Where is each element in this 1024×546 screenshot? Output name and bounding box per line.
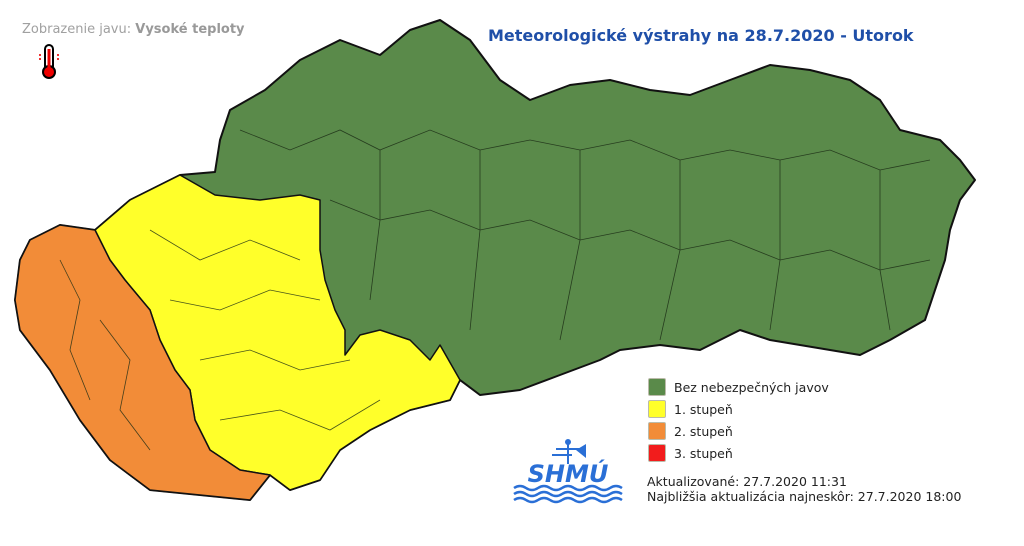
shmu-logo: SHMÚ xyxy=(513,439,623,504)
legend-label: Bez nebezpečných javov xyxy=(674,379,829,395)
updated-time: Aktualizované: 27.7.2020 11:31 xyxy=(647,474,847,489)
legend: Bez nebezpečných javov 1. stupeň 2. stup… xyxy=(648,376,829,464)
region-orange[interactable] xyxy=(14,224,271,501)
caption-phenomenon: Vysoké teploty xyxy=(135,22,245,37)
legend-label: 3. stupeň xyxy=(674,445,733,461)
update-info: Aktualizované: 27.7.2020 11:31 Najbližši… xyxy=(647,474,961,504)
legend-label: 1. stupeň xyxy=(674,401,733,417)
phenomenon-caption: Zobrazenie javu: Vysoké teploty xyxy=(22,22,245,37)
legend-item: 1. stupeň xyxy=(648,398,829,420)
legend-item: Bez nebezpečných javov xyxy=(648,376,829,398)
legend-item: 3. stupeň xyxy=(648,442,829,464)
legend-item: 2. stupeň xyxy=(648,420,829,442)
district-borders xyxy=(59,129,931,451)
legend-label: 2. stupeň xyxy=(674,423,733,439)
caption-label: Zobrazenie javu: xyxy=(22,22,132,37)
map-title: Meteorologické výstrahy na 28.7.2020 - U… xyxy=(488,26,914,45)
legend-swatch xyxy=(648,400,666,418)
legend-swatch xyxy=(648,422,666,440)
legend-swatch xyxy=(648,444,666,462)
legend-swatch xyxy=(648,378,666,396)
next-update-time: Najbližšia aktualizácia najneskôr: 27.7.… xyxy=(647,489,962,504)
svg-text:SHMÚ: SHMÚ xyxy=(528,458,609,488)
thermometer-icon xyxy=(39,44,59,79)
